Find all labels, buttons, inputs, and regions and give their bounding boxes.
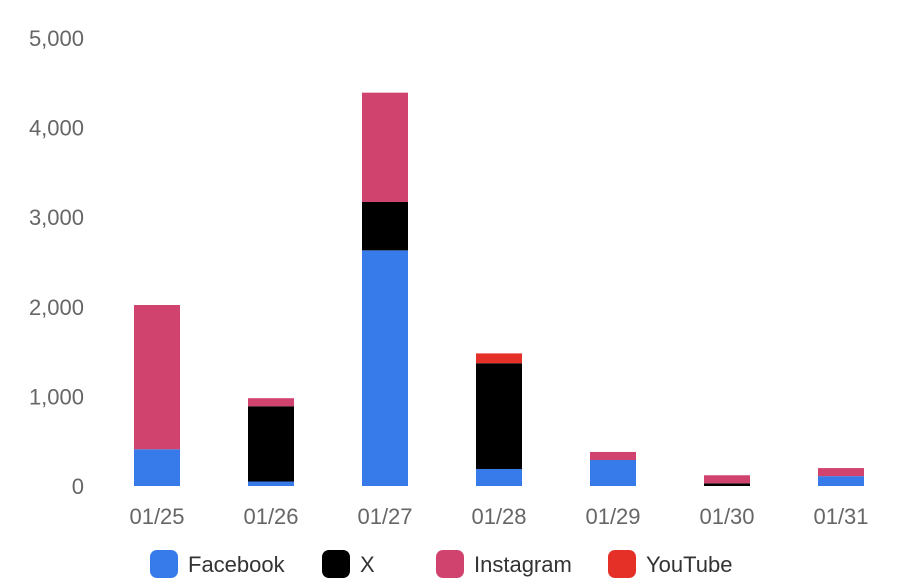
legend: Facebook X Instagram YouTube (150, 550, 732, 578)
legend-swatch (150, 550, 178, 578)
legend-swatch (322, 550, 350, 578)
x-tick-label: 01/25 (129, 504, 184, 529)
bar-stack (818, 468, 864, 486)
y-tick-label: 5,000 (29, 26, 84, 51)
bar-segment-youtube (476, 353, 522, 364)
bar-segment-facebook (248, 481, 294, 486)
bar-segment-x (248, 406, 294, 482)
legend-item-instagram[interactable]: Instagram (436, 550, 572, 578)
bar-stack (362, 92, 408, 486)
x-tick-label: 01/27 (357, 504, 412, 529)
bar-stack (704, 475, 750, 486)
bar-stack (476, 353, 522, 486)
legend-label: Facebook (188, 552, 286, 577)
y-tick-label: 2,000 (29, 295, 84, 320)
bar-segment-facebook (590, 460, 636, 486)
legend-item-x[interactable]: X (322, 550, 375, 578)
y-axis: 0 1,000 2,000 3,000 4,000 5,000 (29, 26, 84, 499)
y-tick-label: 1,000 (29, 384, 84, 409)
legend-label: X (360, 552, 375, 577)
bar-segment-facebook (134, 449, 180, 486)
x-tick-label: 01/28 (471, 504, 526, 529)
y-tick-label: 3,000 (29, 205, 84, 230)
legend-swatch (436, 550, 464, 578)
bars (134, 92, 864, 486)
x-axis: 01/25 01/26 01/27 01/28 01/29 01/30 01/31 (129, 504, 868, 529)
legend-item-facebook[interactable]: Facebook (150, 550, 286, 578)
bar-segment-instagram (818, 468, 864, 477)
bar-segment-instagram (590, 451, 636, 461)
x-tick-label: 01/29 (585, 504, 640, 529)
bar-stack (248, 398, 294, 486)
bar-stack (134, 305, 180, 486)
bar-segment-instagram (248, 398, 294, 407)
bar-segment-x (362, 201, 408, 251)
bar-segment-instagram (362, 92, 408, 202)
bar-stack (590, 451, 636, 486)
y-tick-label: 4,000 (29, 116, 84, 141)
bar-segment-instagram (704, 475, 750, 484)
legend-item-youtube[interactable]: YouTube (608, 550, 732, 578)
x-tick-label: 01/30 (699, 504, 754, 529)
legend-label: YouTube (646, 552, 732, 577)
bar-segment-facebook (818, 476, 864, 486)
x-tick-label: 01/26 (243, 504, 298, 529)
x-tick-label: 01/31 (813, 504, 868, 529)
bar-segment-x (476, 363, 522, 469)
legend-label: Instagram (474, 552, 572, 577)
y-tick-label: 0 (72, 474, 84, 499)
legend-swatch (608, 550, 636, 578)
bar-segment-facebook (362, 250, 408, 486)
bar-segment-facebook (476, 468, 522, 486)
bar-segment-x (704, 483, 750, 486)
bar-segment-instagram (134, 305, 180, 450)
